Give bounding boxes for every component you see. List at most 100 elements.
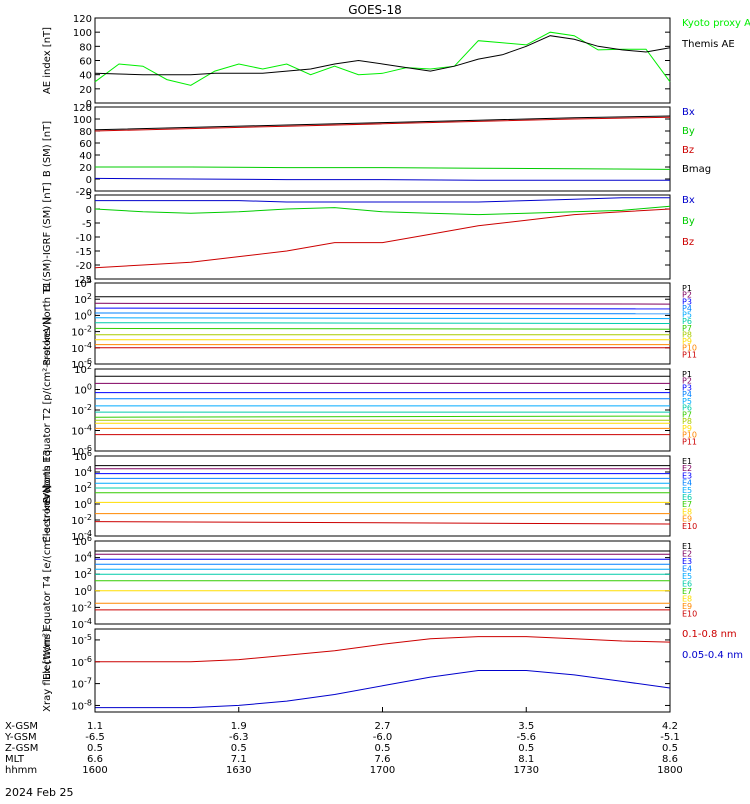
footer-value: 6.6 <box>87 754 103 765</box>
series-line <box>95 166 671 170</box>
legend-entry: P11 <box>682 437 697 446</box>
legend-entry: P3 <box>682 297 692 306</box>
panel-frame <box>94 628 671 713</box>
y-tick-label: 40 <box>79 71 92 82</box>
series-line <box>94 205 671 216</box>
series-line <box>94 302 671 305</box>
legend-entry: P9 <box>682 424 692 433</box>
footer-row-label: MLT <box>5 754 25 765</box>
y-axis-label: Electrons Equator T4 [e/(cm²-s-sr-keV)] <box>42 485 53 680</box>
y-tick-label: 100 <box>73 115 92 126</box>
legend-entry: E3 <box>682 471 692 480</box>
series-line <box>95 670 671 709</box>
legend-entry: P4 <box>682 390 692 399</box>
legend-entry: P8 <box>682 417 692 426</box>
legend-entry: Bx <box>682 195 695 206</box>
panel-frame <box>94 455 671 537</box>
y-tick-label: 120 <box>73 14 92 25</box>
y-tick-label: 100 <box>74 383 92 397</box>
legend-entry: E7 <box>682 587 692 596</box>
y-tick-label: 100 <box>74 584 92 598</box>
footer-value: -6.3 <box>229 732 249 743</box>
panel-ae: 0 20 40 60 80 100 120 AE index [nT] Kyoto proxy … <box>42 14 750 110</box>
panel-en: 10-4 10-2 100 102 104 106 Electrons North T3 E1… <box>42 449 697 543</box>
footer-row-label: hhmm <box>5 765 37 776</box>
footer-row-label: Y-GSM <box>4 732 37 743</box>
legend-entry: P5 <box>682 311 692 320</box>
legend-entry: Bz <box>682 237 694 248</box>
footer-value: 1800 <box>657 765 682 776</box>
panel-frame <box>94 368 671 452</box>
y-tick-label: 10-6 <box>71 444 92 458</box>
series-line <box>95 636 671 663</box>
y-tick-label: 102 <box>74 292 92 306</box>
footer-row-label: Z-GSM <box>5 743 38 754</box>
date-label: 2024 Feb 25 <box>5 786 73 799</box>
footer-value: 8.1 <box>518 754 534 765</box>
series-line <box>94 317 671 320</box>
legend-entry: E5 <box>682 486 692 495</box>
legend-entry: P3 <box>682 383 692 392</box>
series-line <box>94 31 671 86</box>
y-tick-label: 10-2 <box>71 600 92 614</box>
y-axis-label: B (SM) [nT] <box>42 121 53 177</box>
footer-value: -6.5 <box>85 732 105 743</box>
legend-entry: P2 <box>682 291 692 300</box>
legend-entry: Bz <box>682 145 694 156</box>
footer-value: 0.5 <box>375 743 391 754</box>
legend-entry: P10 <box>682 431 697 440</box>
legend-entry: P10 <box>682 344 697 353</box>
legend-entry: P7 <box>682 324 692 333</box>
footer-value: 1600 <box>82 765 107 776</box>
y-tick-label: 10-4 <box>71 424 92 438</box>
legend-entry: P7 <box>682 410 692 419</box>
legend-entry: Themis AE <box>681 39 735 50</box>
panel-xray: 10-8 10-7 10-6 10-5 Xray flux [W/m²] 0.1-0.8 … <box>42 628 743 713</box>
y-tick-label: 100 <box>74 497 92 511</box>
y-tick-label: 20 <box>79 163 92 174</box>
series-line <box>94 116 671 132</box>
legend-entry: P11 <box>682 350 697 359</box>
y-tick-label: -25 <box>76 275 92 286</box>
y-tick-label: 10-4 <box>71 529 92 543</box>
y-axis-label: B (SM)-IGRF (SM) [nT] <box>42 182 53 291</box>
legend-entry: E1 <box>682 457 692 466</box>
y-tick-label: 20 <box>79 85 92 96</box>
legend-entry: Bx <box>682 107 695 118</box>
y-tick-label: 10-2 <box>71 325 92 339</box>
y-tick-label: 100 <box>73 28 92 39</box>
y-tick-label: 100 <box>74 308 92 322</box>
legend-entry: 0.1-0.8 nm <box>682 629 737 640</box>
footer-value: -5.6 <box>516 732 536 743</box>
y-tick-label: 10-6 <box>71 357 92 371</box>
footer-value: 7.6 <box>375 754 391 765</box>
y-tick-label: 106 <box>74 534 92 548</box>
y-tick-label: 0 <box>86 205 92 216</box>
series-line <box>95 197 670 203</box>
panel-frame <box>94 194 671 280</box>
y-tick-label: 102 <box>74 481 92 495</box>
y-tick-label: 40 <box>79 151 92 162</box>
y-tick-label: -10 <box>76 233 92 244</box>
y-tick-label: 5 <box>86 191 92 202</box>
legend-entry: P6 <box>682 404 692 413</box>
footer-value: 0.5 <box>518 743 534 754</box>
y-tick-label: -5 <box>82 219 92 230</box>
footer-value: 0.5 <box>662 743 678 754</box>
footer-value: -5.1 <box>660 732 680 743</box>
footer-value: 1630 <box>226 765 251 776</box>
legend-entry: P9 <box>682 337 692 346</box>
series-line <box>94 208 671 269</box>
series-line <box>94 115 671 131</box>
legend-entry: 0.05-0.4 nm <box>682 650 743 661</box>
legend-entry: P8 <box>682 330 692 339</box>
y-axis-label: Xray flux [W/m²] <box>42 629 53 712</box>
y-tick-label: 104 <box>74 465 92 479</box>
y-tick-label: 10-7 <box>71 677 92 691</box>
legend-entry: Kyoto proxy AE <box>682 18 750 29</box>
footer-value: 0.5 <box>87 743 103 754</box>
y-tick-label: 60 <box>79 57 92 68</box>
panel-pe: 10-6 10-4 10-2 100 102 Protons Equator T2 [p/… <box>42 317 697 504</box>
series-line <box>94 35 671 76</box>
